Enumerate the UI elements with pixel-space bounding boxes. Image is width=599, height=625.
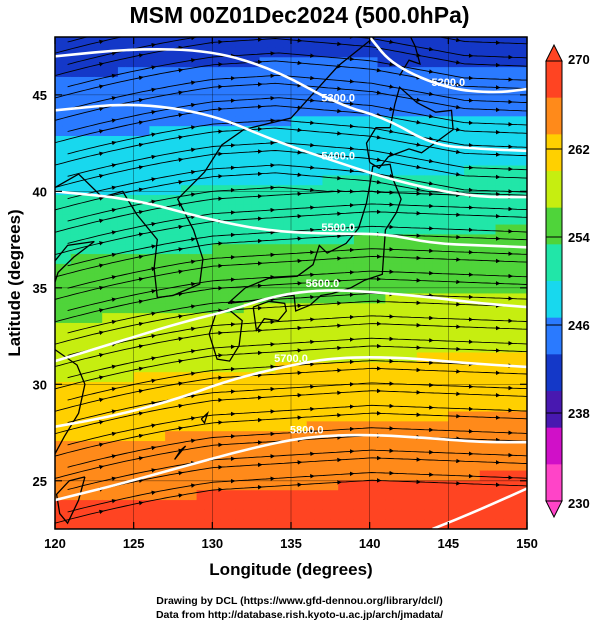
x-tick-label: 145	[437, 536, 459, 551]
colorbar-min-arrow	[545, 500, 563, 519]
contour-line	[55, 103, 527, 199]
y-tick-label: 45	[33, 88, 47, 103]
drawing-credit: Drawing by DCL (https://www.gfd-dennou.o…	[156, 595, 443, 607]
contour-line	[368, 37, 527, 94]
y-tick-label: 30	[33, 377, 47, 392]
x-axis: 120 125 130 135 140 145 150	[44, 37, 538, 551]
contour-label: 5500.0	[321, 222, 355, 234]
colorbar: 270 262 254 246 238 230	[545, 43, 590, 519]
y-tick-label: 35	[33, 281, 47, 296]
x-tick-label: 140	[359, 536, 381, 551]
contour-line	[55, 355, 527, 428]
height-contours: 5200.0 5300.0 5400.0 5500.0 5600.0 5700.0 5800…	[55, 37, 527, 529]
data-credit: Data from http://database.rish.kyoto-u.a…	[155, 609, 444, 621]
contour-line	[55, 289, 527, 363]
x-tick-label: 125	[123, 536, 145, 551]
contour-line	[55, 433, 527, 502]
colorbar-tick-label: 230	[568, 496, 590, 511]
colorbar-tick-label: 246	[568, 318, 590, 333]
contour-label: 5200.0	[432, 77, 466, 89]
y-axis-label: Latitude (degrees)	[5, 209, 24, 356]
colorbar-tick-label: 254	[568, 230, 590, 245]
wind-streamlines	[55, 37, 527, 524]
contour-label: 5700.0	[274, 353, 308, 365]
y-tick-label: 25	[33, 474, 47, 489]
contour-line	[432, 487, 527, 529]
y-axis: 25 30 35 40 45	[33, 88, 527, 489]
x-tick-label: 150	[516, 536, 538, 551]
temperature-field	[55, 37, 527, 529]
x-tick-label: 135	[280, 536, 302, 551]
y-tick-label: 40	[33, 184, 47, 199]
contour-label: 5800.0	[290, 424, 324, 436]
contour-label: 5600.0	[306, 278, 340, 290]
x-tick-label: 130	[201, 536, 223, 551]
colorbar-tick-label: 238	[568, 406, 590, 421]
map-title: MSM 00Z01Dec2024 (500.0hPa)	[129, 2, 470, 28]
contour-line	[55, 190, 527, 249]
contour-label: 5300.0	[321, 93, 355, 105]
contour-line	[55, 48, 527, 153]
contour-label: 5400.0	[321, 150, 355, 162]
colorbar-tick-label: 270	[568, 52, 590, 67]
plot-area: 5200.0 5300.0 5400.0 5500.0 5600.0 5700.0 5800…	[55, 37, 527, 529]
x-tick-label: 120	[44, 536, 66, 551]
colorbar-tick-label: 262	[568, 142, 590, 157]
colorbar-max-arrow	[545, 43, 563, 62]
x-axis-label: Longitude (degrees)	[209, 560, 372, 579]
